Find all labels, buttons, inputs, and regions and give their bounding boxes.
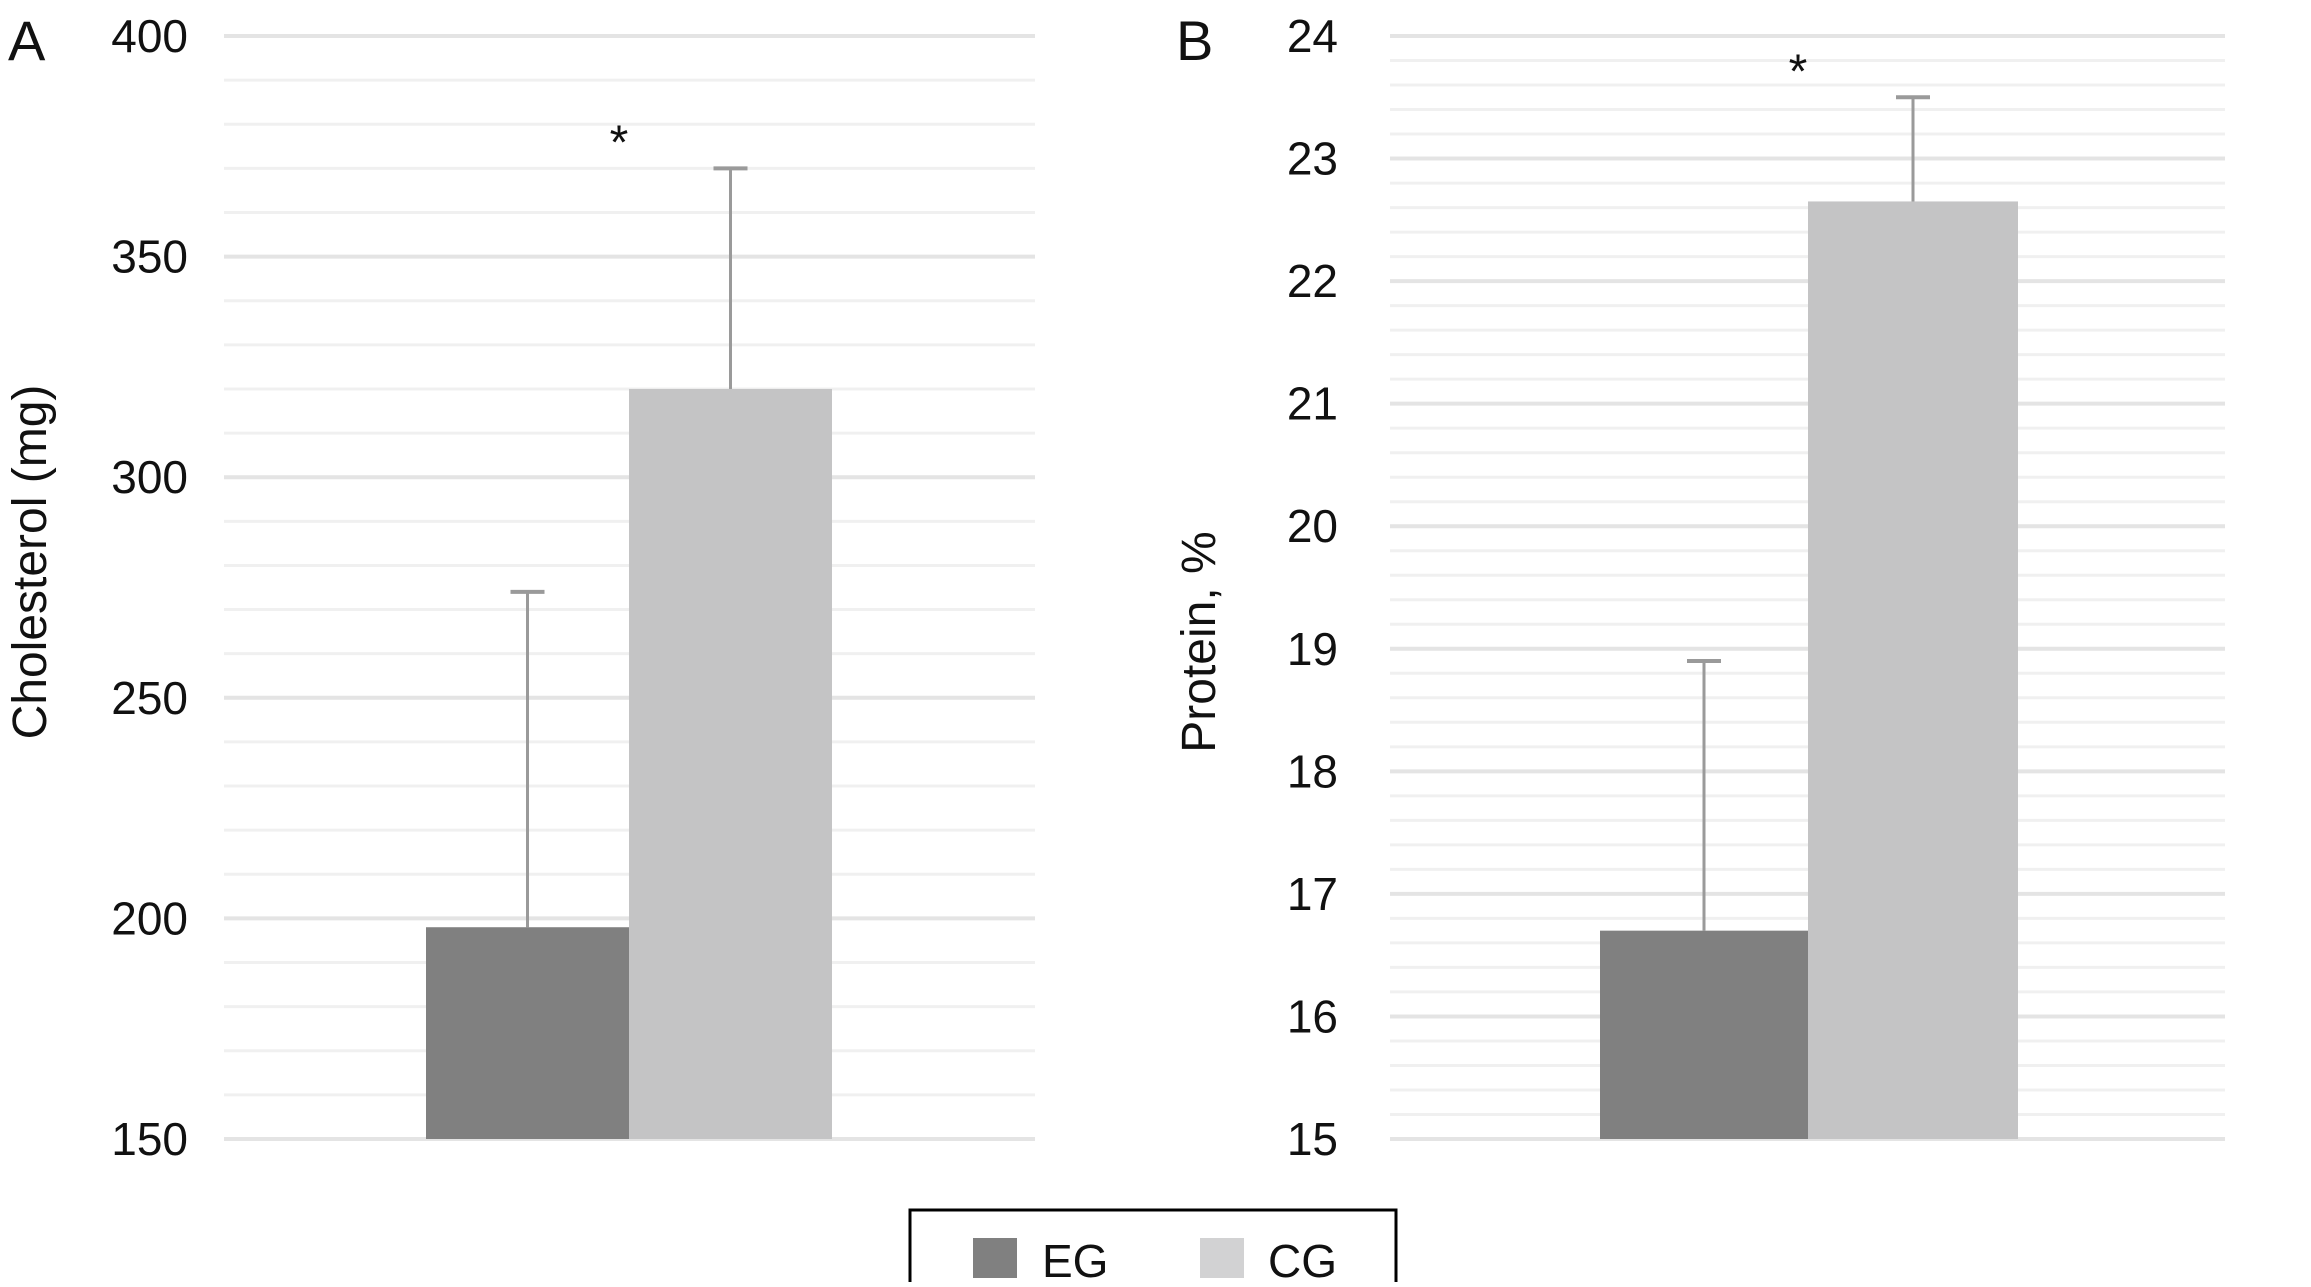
y-tick-label: 19: [1287, 623, 1338, 675]
legend-label-eg: EG: [1042, 1235, 1108, 1282]
bar-cg: [1808, 201, 2018, 1139]
y-tick-label: 250: [111, 672, 188, 724]
bar-eg: [426, 927, 629, 1139]
y-tick-label: 24: [1287, 10, 1338, 62]
bar-eg: [1600, 930, 1808, 1139]
y-tick-label: 400: [111, 10, 188, 62]
y-tick-label: 15: [1287, 1113, 1338, 1165]
significance-asterisk: *: [610, 116, 629, 169]
y-axis-label-a: Cholesterol (mg): [4, 385, 57, 740]
y-tick-label: 350: [111, 231, 188, 283]
y-tick-label: 150: [111, 1113, 188, 1165]
legend-label-cg: CG: [1268, 1235, 1337, 1282]
y-tick-label: 16: [1287, 990, 1338, 1042]
y-tick-label: 300: [111, 451, 188, 503]
y-tick-label: 23: [1287, 133, 1338, 185]
y-tick-label: 200: [111, 892, 188, 944]
panel-b-protein: B Protein, % 15 16 17 18 19 20 21 22 23 24 *: [1173, 9, 2225, 1165]
legend-swatch-cg: [1200, 1238, 1244, 1278]
legend: EG CG: [908, 1208, 1398, 1287]
y-axis-label-b: Protein, %: [1173, 531, 1226, 752]
panel-label-b: B: [1176, 9, 1213, 72]
y-tick-label: 22: [1287, 255, 1338, 307]
panel-a-cholesterol: A Cholesterol (mg) 150 200 250 300 350 400 *: [4, 9, 1035, 1165]
y-tick-label: 21: [1287, 378, 1338, 430]
bar-cg: [629, 388, 832, 1140]
y-tick-label: 17: [1287, 868, 1338, 920]
panel-label-a: A: [8, 9, 46, 72]
y-tick-label: 20: [1287, 500, 1338, 552]
y-tick-label: 18: [1287, 745, 1338, 797]
legend-swatch-eg: [973, 1238, 1017, 1278]
significance-asterisk: *: [1789, 45, 1808, 98]
